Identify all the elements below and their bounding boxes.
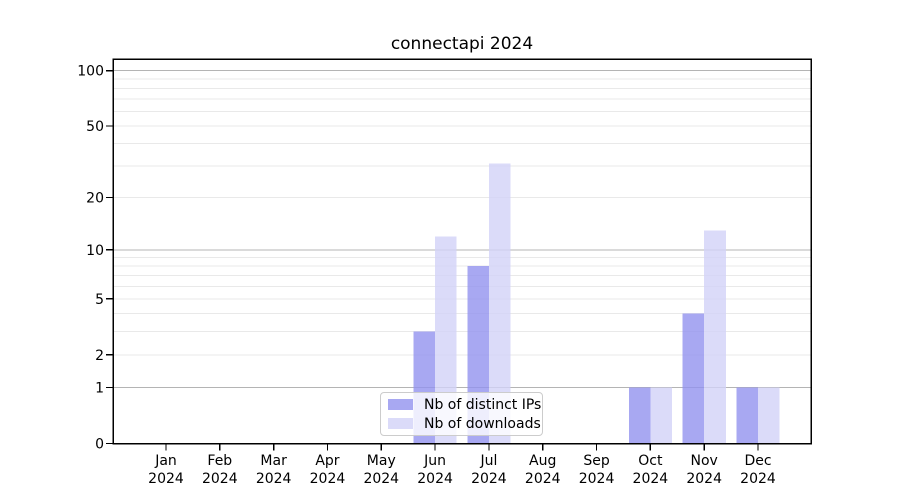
x-tick-label-month: Jan bbox=[154, 453, 177, 469]
y-tick-label: 10 bbox=[86, 243, 104, 259]
bar-oct-series0 bbox=[628, 387, 651, 444]
x-tick-label-month: Aug bbox=[529, 453, 556, 469]
x-tick-label-month: Sep bbox=[583, 453, 610, 469]
x-tick-label-year: 2024 bbox=[148, 471, 184, 487]
x-tick-label-month: Jun bbox=[423, 453, 446, 469]
legend-label-distinct-ips: Nb of distinct IPs bbox=[424, 396, 542, 413]
x-tick-label-year: 2024 bbox=[633, 471, 669, 487]
legend-entry-downloads: Nb of downloads bbox=[388, 416, 541, 432]
x-tick-label-year: 2024 bbox=[686, 471, 722, 487]
plot-border bbox=[112, 58, 812, 445]
x-tick-label-month: Dec bbox=[744, 453, 771, 469]
x-tick-label-month: Mar bbox=[260, 453, 287, 469]
x-tick-label-year: 2024 bbox=[256, 471, 292, 487]
chart-title: connectapi 2024 bbox=[390, 34, 534, 54]
bar-nov-series0 bbox=[682, 313, 705, 444]
y-tick-label: 1 bbox=[95, 381, 104, 397]
x-tick-label-month: Oct bbox=[638, 453, 663, 469]
x-tick-label-year: 2024 bbox=[202, 471, 238, 487]
y-tick-label: 50 bbox=[86, 119, 104, 135]
x-tick-label-year: 2024 bbox=[417, 471, 453, 487]
y-tick-label: 2 bbox=[95, 348, 104, 364]
x-tick-label-year: 2024 bbox=[310, 471, 346, 487]
legend-label-downloads: Nb of downloads bbox=[424, 415, 541, 432]
bar-jul-series1 bbox=[488, 163, 511, 444]
y-tick-label: 100 bbox=[77, 64, 104, 80]
bar-oct-series1 bbox=[650, 387, 672, 444]
legend: Nb of distinct IPs Nb of downloads bbox=[380, 392, 543, 436]
x-tick-label-month: May bbox=[367, 453, 396, 469]
y-tick-label: 5 bbox=[95, 292, 104, 308]
x-tick-label-month: Feb bbox=[207, 453, 232, 469]
bar-jun-series1 bbox=[435, 236, 457, 444]
y-tick-label: 0 bbox=[95, 437, 104, 453]
x-tick-label-month: Jul bbox=[479, 453, 497, 469]
legend-swatch-downloads bbox=[388, 418, 413, 429]
x-tick-label-year: 2024 bbox=[363, 471, 399, 487]
x-tick-label-month: Apr bbox=[315, 453, 339, 469]
x-tick-label-year: 2024 bbox=[740, 471, 776, 487]
x-tick-label-year: 2024 bbox=[525, 471, 561, 487]
bar-dec-series0 bbox=[736, 387, 758, 444]
bar-dec-series1 bbox=[758, 387, 780, 444]
x-tick-label-year: 2024 bbox=[471, 471, 507, 487]
legend-swatch-distinct-ips bbox=[388, 399, 413, 410]
legend-entry-distinct-ips: Nb of distinct IPs bbox=[388, 397, 541, 413]
bar-nov-series1 bbox=[704, 230, 726, 444]
x-tick-label-month: Nov bbox=[691, 453, 718, 469]
y-tick-label: 20 bbox=[86, 191, 104, 207]
x-tick-label-year: 2024 bbox=[579, 471, 615, 487]
